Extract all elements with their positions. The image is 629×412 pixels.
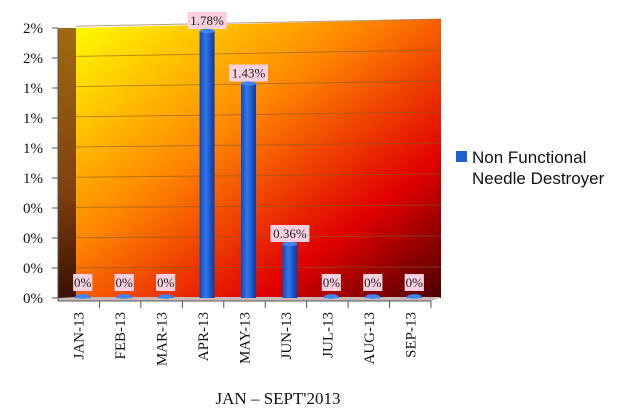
data-label: 0% <box>406 275 424 290</box>
bar-top <box>406 294 422 299</box>
gridline <box>75 49 442 57</box>
y-tick-label: 0% <box>23 201 43 217</box>
gridline <box>75 18 442 27</box>
data-label-background <box>363 274 383 291</box>
bar <box>282 244 298 298</box>
y-tick-label: 2% <box>23 51 43 67</box>
bar-top <box>158 294 174 299</box>
bars <box>75 28 422 299</box>
plot-floor <box>58 297 441 301</box>
x-tick-label: APR-13 <box>196 312 212 361</box>
data-label-background <box>73 274 93 291</box>
y-tick-label: 2% <box>23 21 43 37</box>
bar-top <box>241 81 256 86</box>
bar-top <box>199 28 215 34</box>
x-tick-label: JAN-13 <box>72 312 88 360</box>
bar-top <box>323 294 339 299</box>
data-label: 0% <box>115 275 133 290</box>
gridline <box>75 204 442 208</box>
data-labels: 0% 0% 0% 1.78% 1.43% 0.36% 0% 0% 0% <box>73 12 424 291</box>
y-tick-label: 1% <box>23 111 43 127</box>
data-label: 1.78% <box>190 13 224 28</box>
data-label: 0% <box>364 275 382 290</box>
data-label-background <box>270 225 310 242</box>
x-tick-label: SEP-13 <box>403 312 419 358</box>
bar-top <box>282 241 298 247</box>
y-axis-ticks: 0% 0% 0% 0% 1% 1% 1% 1% 2% 2% <box>23 21 58 307</box>
bar <box>199 31 215 298</box>
data-label-background <box>156 274 176 291</box>
x-tick-label: FEB-13 <box>113 312 129 360</box>
legend-label: Non Functional Needle Destroyer <box>472 148 605 188</box>
y-tick-label: 1% <box>23 171 43 187</box>
x-axis-ticks: JAN-13 FEB-13 MAR-13 APR-13 MAY-13 JUN-13 JUL-… <box>72 301 432 366</box>
gridline <box>75 235 442 239</box>
y-tick-label: 1% <box>23 141 43 157</box>
gridline <box>75 266 442 269</box>
data-label-background <box>187 12 227 29</box>
data-label-background <box>229 64 268 82</box>
plot-side-wall <box>58 28 76 298</box>
bar-top <box>365 294 381 299</box>
gridline <box>75 173 442 178</box>
bar <box>241 83 256 298</box>
x-tick-label: JUL-13 <box>320 312 336 358</box>
legend-swatch <box>456 151 467 162</box>
gridline <box>75 80 442 88</box>
gridline <box>75 142 442 148</box>
data-label-background <box>114 274 134 291</box>
y-tick-label: 0% <box>23 261 43 277</box>
y-tick-label: 0% <box>23 291 43 307</box>
gridline <box>75 111 442 118</box>
x-tick-label: MAR-13 <box>155 312 171 366</box>
data-label: 0% <box>74 275 92 290</box>
data-label: 1.43% <box>232 66 266 81</box>
data-label-background <box>404 274 424 291</box>
x-axis-title: JAN – SEPT'2013 <box>216 389 341 408</box>
x-tick-label: JUN-13 <box>279 312 295 360</box>
bar-top <box>75 294 91 299</box>
x-tick-label: MAY-13 <box>238 312 254 364</box>
data-label-background <box>321 274 341 291</box>
y-tick-label: 0% <box>23 231 43 247</box>
x-tick-label: AUG-13 <box>362 312 378 365</box>
bar-top <box>116 294 132 299</box>
gridlines <box>75 18 442 269</box>
y-tick-label: 1% <box>23 81 43 97</box>
data-label: 0.36% <box>273 226 307 241</box>
data-label: 0% <box>157 275 175 290</box>
plot-back-wall <box>76 19 441 298</box>
legend: Non Functional Needle Destroyer <box>456 148 605 188</box>
data-label: 0% <box>323 275 341 290</box>
